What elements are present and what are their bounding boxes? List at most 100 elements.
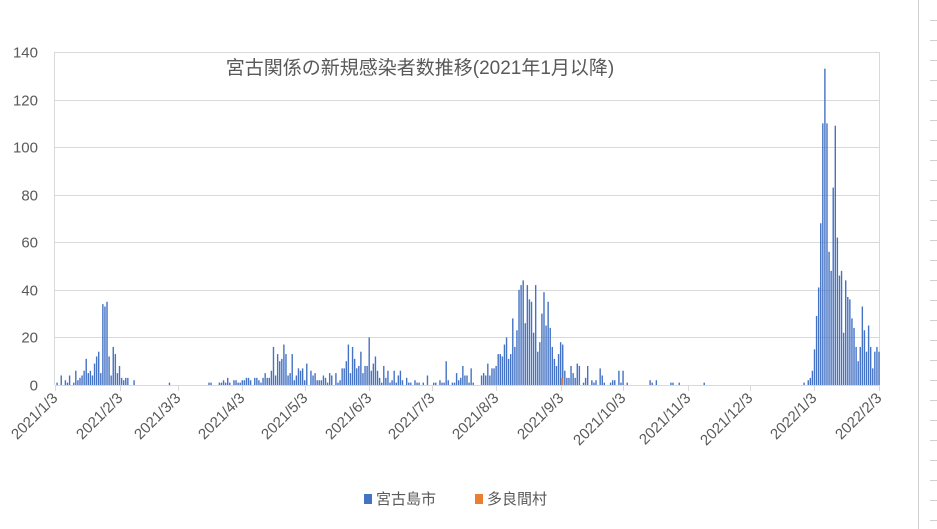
bar-miyakojima	[416, 382, 418, 385]
bar-miyakojima	[104, 306, 106, 385]
bar-miyakojima	[555, 365, 558, 385]
bar-miyakojima	[318, 380, 320, 385]
bar-miyakojima	[545, 325, 547, 385]
y-tick-label: 60	[21, 235, 38, 252]
bar-miyakojima	[549, 327, 551, 385]
x-tick-label: 2021/10/3	[570, 390, 629, 449]
bar-miyakojima	[811, 370, 814, 385]
bar-miyakojima	[285, 354, 287, 385]
bar-miyakojima	[435, 382, 437, 385]
bar-miyakojima	[539, 342, 541, 385]
x-tick-label: 2021/6/3	[322, 390, 375, 443]
bar-miyakojima	[335, 373, 337, 385]
bar-miyakojima	[276, 354, 279, 385]
bar-miyakojima	[229, 382, 231, 385]
bar-miyakojima	[312, 375, 314, 385]
bar-miyakojima	[472, 382, 474, 385]
x-tick-label: 2021/1/3	[8, 390, 61, 443]
x-tick-label: 2022/2/3	[832, 390, 885, 443]
bar-miyakojima	[562, 344, 564, 385]
x-tick-label: 2022/1/3	[767, 390, 820, 443]
bar-miyakojima	[824, 68, 826, 386]
bar-miyakojima	[528, 299, 531, 385]
bar-miyakojima	[301, 368, 304, 385]
bar-miyakojima	[268, 377, 271, 385]
bar-miyakojima	[306, 363, 308, 385]
bar-miyakojima	[112, 346, 114, 385]
bar-miyakojima	[584, 377, 587, 385]
x-tick-label: 2021/7/3	[385, 390, 438, 443]
bar-miyakojima	[133, 380, 135, 385]
bar-miyakojima	[822, 123, 824, 386]
bar-miyakojima	[224, 382, 227, 385]
bar-miyakojima	[541, 313, 543, 385]
bar-miyakojima	[310, 370, 312, 385]
bar-miyakojima	[79, 377, 81, 385]
bar-miyakojima	[836, 237, 839, 385]
bar-miyakojima	[378, 377, 381, 385]
bar-miyakojima	[264, 373, 266, 385]
x-tick-label: 2021/2/3	[73, 390, 126, 443]
bar-miyakojima	[611, 380, 614, 385]
bar-miyakojima	[491, 368, 493, 385]
bar-miyakojima	[507, 358, 510, 385]
bar-miyakojima	[557, 354, 560, 385]
bar-miyakojima	[703, 382, 705, 385]
bar-miyakojima	[370, 370, 372, 385]
bar-miyakojima	[876, 346, 878, 385]
bar-miyakojima	[127, 377, 129, 385]
bar-miyakojima	[247, 377, 250, 385]
bar-miyakojima	[114, 354, 117, 385]
bar-miyakojima	[380, 382, 383, 385]
bar-miyakojima	[376, 370, 379, 385]
bar-miyakojima	[239, 382, 241, 385]
bar-miyakojima	[832, 187, 834, 385]
bar-miyakojima	[447, 380, 449, 385]
x-tick-label: 2021/8/3	[449, 390, 502, 443]
y-tick-label: 40	[21, 283, 38, 300]
bar-miyakojima	[842, 332, 845, 385]
legend-swatch-taramason	[475, 494, 483, 504]
bar-miyakojima	[830, 270, 832, 385]
bar-miyakojima	[401, 380, 404, 385]
bar-miyakojima	[83, 370, 85, 385]
bar-miyakojima	[433, 382, 435, 385]
bar-miyakojima	[553, 358, 556, 385]
bar-miyakojima	[578, 365, 581, 385]
bar-miyakojima	[514, 346, 516, 385]
bar-miyakojima	[64, 380, 67, 385]
y-tick-label: 80	[21, 188, 38, 205]
bar-miyakojima	[304, 380, 306, 385]
bar-miyakojima	[358, 365, 360, 385]
bar-miyakojima	[222, 380, 225, 385]
bar-miyakojima	[168, 382, 171, 385]
bar-miyakojima	[497, 354, 499, 385]
bar-miyakojima	[102, 304, 104, 385]
bar-miyakojima	[389, 382, 391, 385]
bar-miyakojima	[817, 287, 820, 385]
bar-miyakojima	[462, 365, 464, 385]
bars	[56, 68, 880, 386]
bar-miyakojima	[516, 330, 518, 385]
bar-miyakojima	[505, 337, 508, 385]
bar-miyakojima	[351, 346, 354, 385]
bar-miyakojima	[362, 373, 364, 385]
bar-miyakojima	[851, 318, 853, 385]
bar-miyakojima	[537, 351, 539, 385]
bar-miyakojima	[116, 373, 119, 385]
bar-miyakojima	[593, 382, 595, 385]
bar-miyakojima	[270, 370, 273, 385]
bar-miyakojima	[622, 370, 624, 385]
bar-miyakojima	[551, 346, 554, 385]
bar-miyakojima	[408, 382, 410, 385]
bar-miyakojima	[341, 368, 343, 385]
bar-miyakojima	[609, 382, 612, 385]
bar-miyakojima	[618, 370, 620, 385]
bar-miyakojima	[853, 327, 855, 385]
bar-miyakojima	[813, 349, 816, 385]
bar-miyakojima	[399, 370, 402, 385]
bar-miyakojima	[464, 375, 466, 385]
bar-miyakojima	[210, 382, 212, 385]
bar-miyakojima	[482, 373, 485, 385]
